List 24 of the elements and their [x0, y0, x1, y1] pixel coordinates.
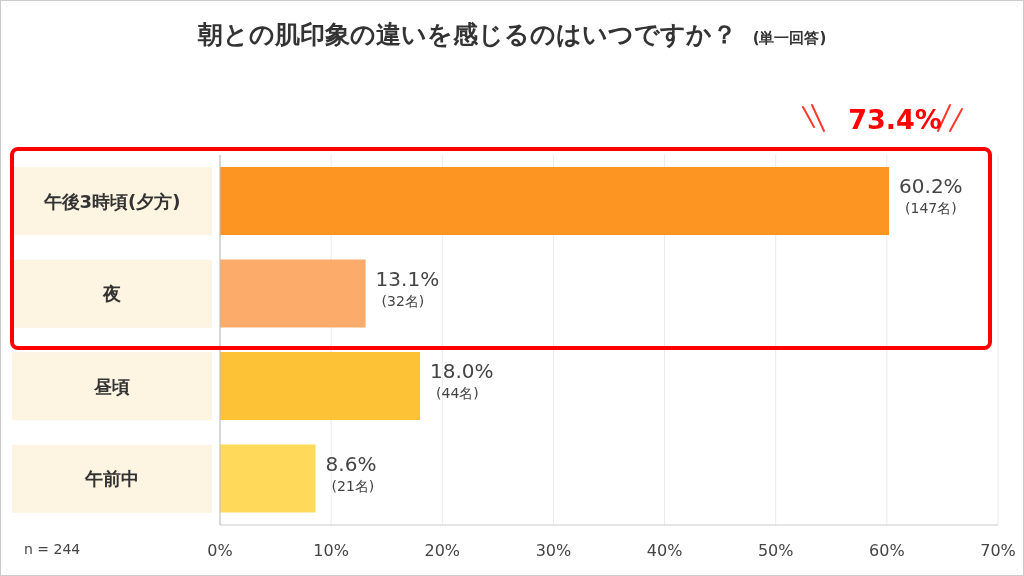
x-tick-label: 20% — [424, 541, 461, 561]
x-tick-label: 40% — [646, 541, 683, 561]
bar — [220, 259, 366, 328]
x-tick-label: 0% — [207, 541, 233, 561]
x-tick-label: 30% — [535, 541, 572, 561]
data-label: 60.2% (147名) — [899, 174, 963, 217]
data-label: 8.6% (21名) — [325, 451, 377, 494]
x-tick-label: 60% — [869, 541, 905, 561]
bar — [220, 167, 890, 236]
bar — [220, 444, 316, 513]
chart-subtitle: (単一回答) — [752, 29, 827, 47]
chart-title: 朝との肌印象の違いを感じるのはいつですか？ — [197, 20, 737, 49]
text: n = 244 — [24, 541, 81, 557]
y-tick-label: 午前中 — [84, 468, 139, 490]
data-label: 18.0% (44名) — [430, 359, 494, 402]
x-tick-label: 10% — [313, 541, 349, 561]
x-tick-label: 50% — [757, 541, 794, 561]
y-tick-label: 午後3時頃(夕方) — [42, 190, 181, 212]
y-tick-label: 夜 — [102, 283, 121, 305]
text: 73.4% — [847, 104, 943, 135]
bar — [220, 352, 421, 421]
data-label: 13.1% (32名) — [375, 266, 440, 309]
x-tick-label: 70% — [980, 541, 1016, 561]
y-tick-label: 昼頃 — [93, 375, 130, 397]
